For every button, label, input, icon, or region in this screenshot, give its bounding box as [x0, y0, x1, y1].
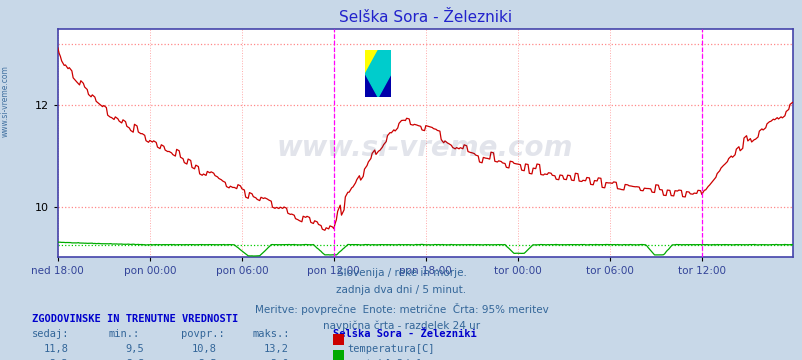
Text: min.:: min.:: [108, 329, 140, 339]
Text: Slovenija / reke in morje.: Slovenija / reke in morje.: [336, 268, 466, 278]
Polygon shape: [365, 50, 378, 74]
Text: pretok[m3/s]: pretok[m3/s]: [346, 359, 421, 360]
Text: Selška Sora - Železniki: Selška Sora - Železniki: [333, 329, 476, 339]
Text: 3,0: 3,0: [270, 359, 289, 360]
Text: povpr.:: povpr.:: [180, 329, 224, 339]
Text: 11,8: 11,8: [43, 344, 68, 354]
Text: sedaj:: sedaj:: [32, 329, 70, 339]
Text: 2,3: 2,3: [126, 359, 144, 360]
Title: Selška Sora - Železniki: Selška Sora - Železniki: [338, 10, 511, 25]
Polygon shape: [365, 74, 391, 97]
Text: 2,5: 2,5: [198, 359, 217, 360]
Text: Meritve: povprečne  Enote: metrične  Črta: 95% meritev: Meritve: povprečne Enote: metrične Črta:…: [254, 303, 548, 315]
Text: 10,8: 10,8: [192, 344, 217, 354]
Text: 9,5: 9,5: [126, 344, 144, 354]
Text: navpična črta - razdelek 24 ur: navpična črta - razdelek 24 ur: [322, 320, 480, 330]
Text: temperatura[C]: temperatura[C]: [346, 344, 434, 354]
Text: zadnja dva dni / 5 minut.: zadnja dva dni / 5 minut.: [336, 285, 466, 296]
Text: 13,2: 13,2: [264, 344, 289, 354]
Polygon shape: [378, 50, 391, 74]
Text: www.si-vreme.com: www.si-vreme.com: [277, 134, 573, 162]
Text: 2,3: 2,3: [50, 359, 68, 360]
Polygon shape: [365, 50, 391, 97]
Text: maks.:: maks.:: [253, 329, 290, 339]
Text: ZGODOVINSKE IN TRENUTNE VREDNOSTI: ZGODOVINSKE IN TRENUTNE VREDNOSTI: [32, 314, 238, 324]
Text: www.si-vreme.com: www.si-vreme.com: [1, 65, 10, 137]
